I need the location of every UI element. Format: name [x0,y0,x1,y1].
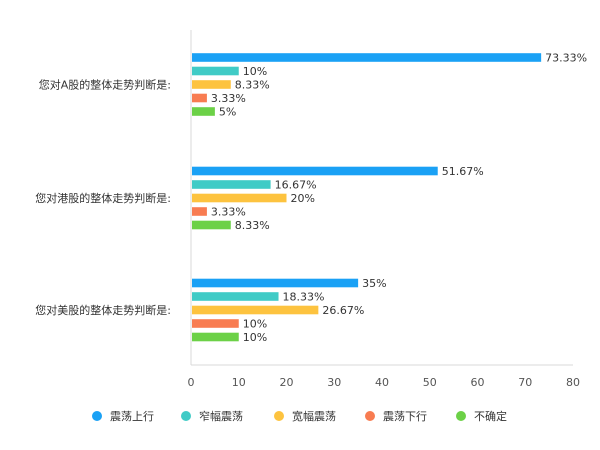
x-tick-label: 20 [280,376,294,389]
bars-layer [192,53,542,342]
bar[interactable] [192,93,207,103]
category-label: 您对美股的整体走势判断是: [35,303,171,317]
bar[interactable] [192,292,279,301]
bar-value-label: 10% [243,318,267,331]
bar-value-label: 16.67% [275,179,317,192]
x-tick-label: 0 [188,376,195,389]
bar-value-label: 26.67% [322,304,364,317]
legend-label: 震荡下行 [383,410,427,423]
category-labels-layer: 您对A股的整体走势判断是: 您对港股的整体走势判断是: 您对美股的整体走势判断是: [35,78,171,318]
legend: 震荡上行 窄幅震荡 宽幅震荡 震荡下行 不确定 [92,409,507,423]
legend-item[interactable]: 不确定 [456,409,507,423]
bar-value-label: 10% [243,65,267,78]
bar[interactable] [192,66,239,76]
bar[interactable] [192,107,215,116]
legend-marker [181,411,191,421]
bar[interactable] [192,319,239,328]
bar[interactable] [192,80,231,89]
category-label: 您对港股的整体走势判断是: [35,191,171,205]
bar[interactable] [192,53,542,62]
legend-label: 不确定 [474,409,507,423]
x-tick-label: 50 [423,376,437,389]
bar[interactable] [192,332,239,342]
legend-item[interactable]: 窄幅震荡 [181,409,243,423]
bar[interactable] [192,278,359,288]
bar-value-label: 3.33% [211,92,246,105]
legend-item[interactable]: 宽幅震荡 [274,409,336,423]
bar-value-label: 5% [219,106,236,119]
legend-label: 宽幅震荡 [292,409,336,423]
bar-value-label: 20% [291,192,315,205]
x-axis: 0 10 20 30 40 50 60 70 80 [188,30,580,389]
legend-label: 窄幅震荡 [199,409,243,423]
bar[interactable] [192,220,231,230]
bar[interactable] [192,207,207,216]
category-label: 您对A股的整体走势判断是: [39,78,171,92]
x-tick-label: 10 [232,376,246,389]
legend-marker [274,411,284,421]
bar[interactable] [192,305,319,315]
x-tick-label: 30 [327,376,341,389]
legend-label: 震荡上行 [110,410,154,423]
x-tick-label: 60 [471,376,485,389]
bar[interactable] [192,180,271,189]
bar-value-label: 35% [362,277,386,290]
bar-value-label: 8.33% [235,219,270,232]
bar-value-label: 51.67% [442,165,484,178]
bar-value-label: 3.33% [211,206,246,219]
x-tick-label: 40 [375,376,389,389]
legend-item[interactable]: 震荡下行 [365,410,427,423]
legend-marker [365,411,375,421]
bar[interactable] [192,166,438,176]
bar-value-label: 8.33% [235,79,270,92]
x-tick-label: 70 [518,376,532,389]
bar-value-label: 10% [243,331,267,344]
bar[interactable] [192,193,287,203]
legend-marker [92,411,102,421]
legend-marker [456,411,466,421]
legend-item[interactable]: 震荡上行 [92,410,154,423]
bar-value-label: 73.33% [545,52,587,65]
x-tick-label: 80 [566,376,580,389]
bar-value-label: 18.33% [283,291,325,304]
data-labels-layer: 73.33%10%8.33%3.33%5%51.67%16.67%20%3.33… [211,52,587,345]
